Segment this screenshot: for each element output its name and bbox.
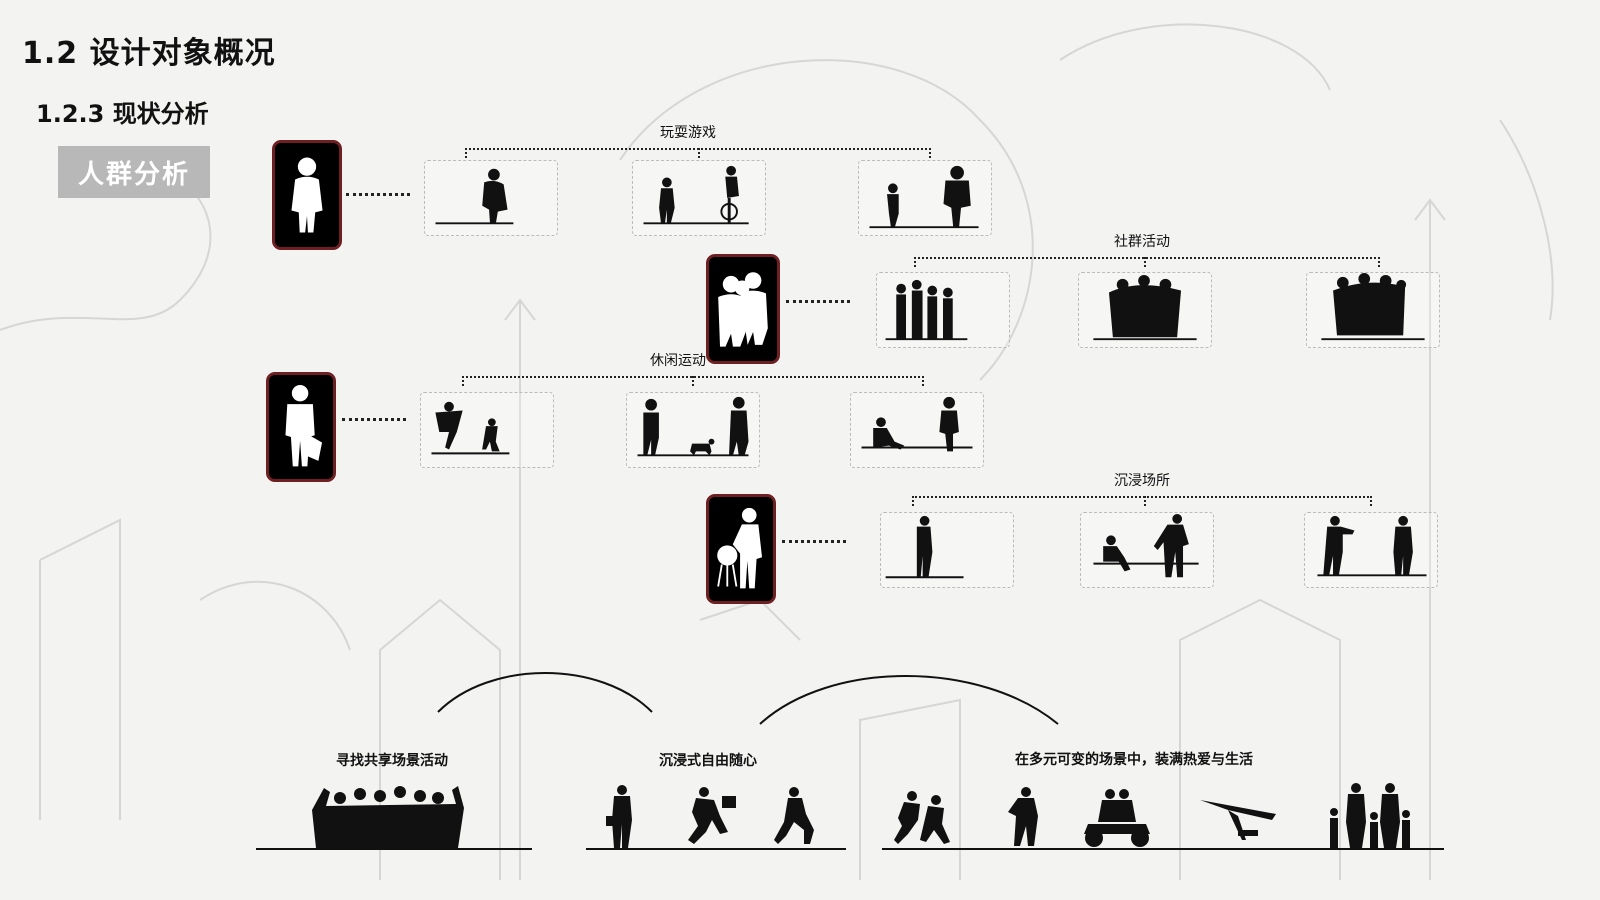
bracket-tick [692, 376, 694, 386]
bracket-tick [1378, 257, 1380, 267]
category-label-leisure: 休闲运动 [650, 353, 706, 369]
category-label-community: 社群活动 [1114, 234, 1170, 250]
skaters-silhouette [888, 790, 958, 848]
businessman-silhouette [600, 784, 640, 848]
adult-avatar [266, 372, 336, 482]
bracket-tick [1144, 257, 1146, 267]
bracket-tick [462, 376, 464, 386]
bracket-tick [1370, 496, 1372, 506]
scene-leisure-2 [626, 392, 760, 468]
connector-dots [782, 540, 846, 543]
bracket-community [914, 257, 1380, 259]
ground-line [256, 848, 532, 850]
category-label-play: 玩耍游戏 [660, 125, 716, 141]
scene-leisure-1 [420, 392, 554, 468]
connector-dots [342, 418, 406, 421]
group-avatar [706, 254, 780, 364]
scene-play-2 [632, 160, 766, 236]
bottom-label-shared: 寻找共享场景活动 [336, 753, 448, 769]
bracket-tick [912, 496, 914, 506]
scene-play-3 [858, 160, 992, 236]
page-title: 1.2 设计对象概况 [22, 36, 276, 71]
walker-silhouette [1004, 786, 1048, 848]
adult-silhouette-icon [285, 384, 323, 467]
motorcycle-couple-silhouette [1080, 786, 1154, 848]
bracket-tick [698, 148, 700, 158]
group-silhouette-icon [718, 272, 768, 347]
scene-community-1 [876, 272, 1010, 348]
bracket-tick [929, 148, 931, 158]
hang-glider-silhouette [1198, 796, 1278, 846]
child-silhouette-icon [291, 157, 323, 233]
crowd-cheering-silhouette [306, 780, 466, 848]
scene-play-1 [424, 160, 558, 236]
elder-avatar [706, 494, 776, 604]
scene-immersive-1 [880, 512, 1014, 588]
bottom-label-life: 在多元可变的场景中，装满热爱与生活 [1015, 752, 1253, 768]
connector-dots [346, 193, 410, 196]
category-label-immersive: 沉浸场所 [1114, 473, 1170, 489]
bracket-tick [914, 257, 916, 267]
crowd-analysis-badge: 人群分析 [58, 146, 210, 198]
bracket-tick [1144, 496, 1146, 506]
bracket-immersive [912, 496, 1372, 498]
bottom-label-free: 沉浸式自由随心 [659, 753, 757, 769]
running-man-silhouette [680, 786, 740, 848]
child-avatar [272, 140, 342, 250]
scene-community-3 [1306, 272, 1440, 348]
bracket-tick [465, 148, 467, 158]
scene-immersive-2 [1080, 512, 1214, 588]
bracket-tick [922, 376, 924, 386]
family-silhouette [1322, 782, 1412, 848]
ground-line [882, 848, 1444, 850]
ground-line [586, 848, 846, 850]
scene-leisure-3 [850, 392, 984, 468]
scene-community-2 [1078, 272, 1212, 348]
elder-silhouette-icon [717, 507, 763, 589]
scene-immersive-3 [1304, 512, 1438, 588]
section-subtitle: 1.2.3 现状分析 [36, 100, 209, 128]
sprinter-silhouette [772, 786, 822, 848]
connector-dots [786, 300, 850, 303]
